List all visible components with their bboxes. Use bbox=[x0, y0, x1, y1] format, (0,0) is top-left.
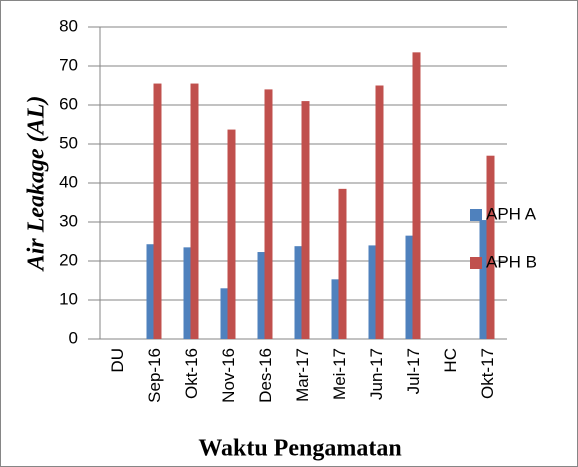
x-tick-label: Mar-17 bbox=[293, 348, 312, 402]
y-tick-label: 0 bbox=[69, 328, 78, 347]
y-tick-label: 80 bbox=[59, 16, 78, 35]
bar bbox=[190, 83, 199, 339]
legend-label: APH B bbox=[486, 252, 537, 271]
bar bbox=[220, 288, 229, 339]
x-axis-title: Waktu Pengamatan bbox=[198, 436, 401, 462]
bar bbox=[146, 244, 155, 339]
x-tick-label: Jul-17 bbox=[404, 348, 423, 394]
bar bbox=[264, 89, 273, 340]
x-tick-label: Des-16 bbox=[256, 348, 275, 403]
y-tick-label: 30 bbox=[59, 211, 78, 230]
x-tick-label: Okt-17 bbox=[478, 348, 497, 399]
x-tick-label: Mei-17 bbox=[330, 348, 349, 400]
legend-swatch bbox=[470, 209, 482, 221]
bar bbox=[405, 235, 414, 339]
x-tick-label: Jun-17 bbox=[367, 348, 386, 400]
bar bbox=[368, 245, 377, 339]
bar bbox=[375, 85, 384, 339]
bar bbox=[331, 279, 340, 339]
x-tick-label: Nov-16 bbox=[219, 348, 238, 403]
bar bbox=[338, 188, 347, 339]
x-tick-label: HC bbox=[441, 348, 460, 373]
bar bbox=[153, 83, 162, 339]
x-tick-label: Sep-16 bbox=[145, 348, 164, 403]
y-axis-title: Air Leakage (AL) bbox=[24, 96, 50, 273]
bar bbox=[301, 101, 310, 339]
y-tick-label: 50 bbox=[59, 133, 78, 152]
bar bbox=[294, 246, 303, 339]
y-tick-label: 10 bbox=[59, 289, 78, 308]
legend-label: APH A bbox=[486, 204, 537, 223]
bar bbox=[257, 252, 266, 339]
x-tick-label: DU bbox=[108, 348, 127, 373]
legend-swatch bbox=[470, 257, 482, 269]
bar bbox=[479, 220, 488, 339]
bar bbox=[183, 247, 192, 339]
y-tick-label: 60 bbox=[59, 94, 78, 113]
x-tick-label: Okt-16 bbox=[182, 348, 201, 399]
bar bbox=[227, 129, 236, 339]
y-tick-label: 20 bbox=[59, 250, 78, 269]
y-tick-label: 40 bbox=[59, 172, 78, 191]
y-tick-label: 70 bbox=[59, 55, 78, 74]
bar bbox=[412, 52, 421, 339]
bar bbox=[486, 155, 495, 339]
